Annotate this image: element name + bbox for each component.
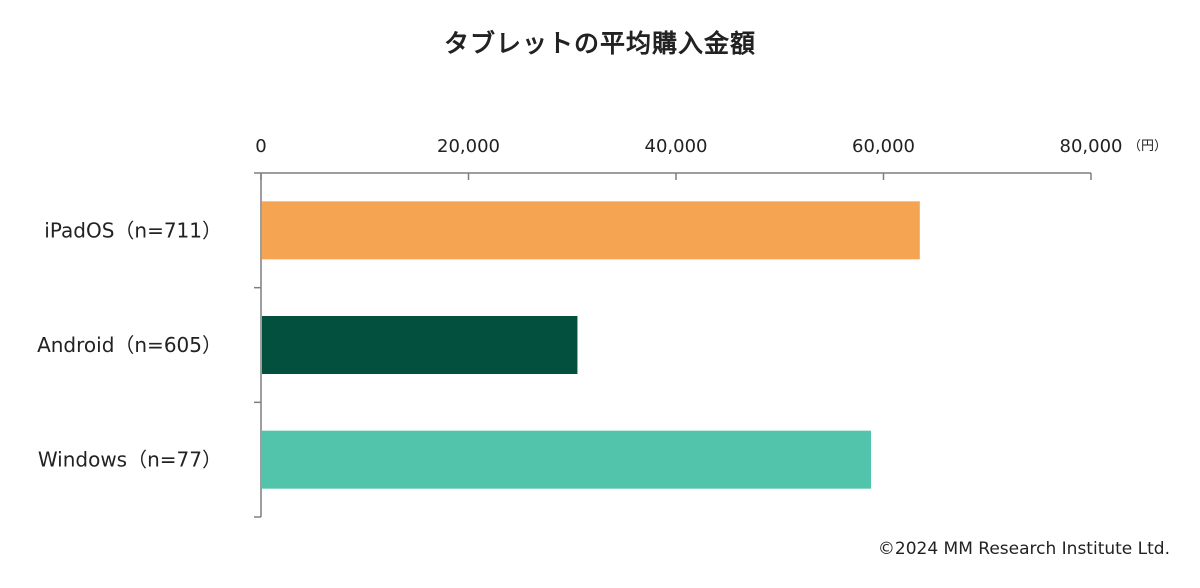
category-label: Android（n=605） — [37, 333, 222, 357]
x-tick-label: 80,000 — [1060, 136, 1123, 157]
x-tick-label: 60,000 — [852, 136, 915, 157]
bar-2 — [262, 316, 578, 374]
x-tick-label: 20,000 — [437, 136, 500, 157]
x-tick-label: 40,000 — [645, 136, 708, 157]
bar-1 — [262, 201, 920, 260]
x-tick-label: 0 — [255, 136, 266, 157]
category-label: iPadOS（n=711） — [44, 218, 222, 242]
bar-3 — [262, 430, 872, 489]
category-label: Windows（n=77） — [38, 448, 222, 472]
copyright-notice: ©2024 MM Research Institute Ltd. — [877, 539, 1170, 559]
x-axis-unit-label: （円） — [1128, 139, 1167, 154]
chart-title: タブレットの平均購入金額 — [443, 29, 756, 58]
